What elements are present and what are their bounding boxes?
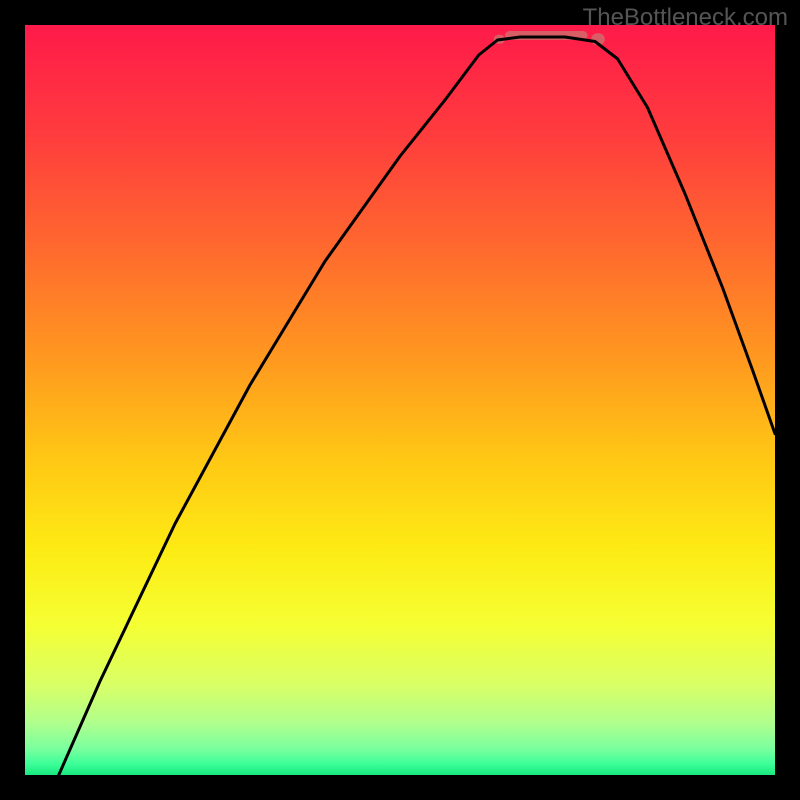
curve-line	[59, 37, 775, 775]
bottleneck-curve	[25, 25, 775, 775]
watermark-text: TheBottleneck.com	[583, 4, 788, 32]
plot-area	[25, 25, 775, 775]
